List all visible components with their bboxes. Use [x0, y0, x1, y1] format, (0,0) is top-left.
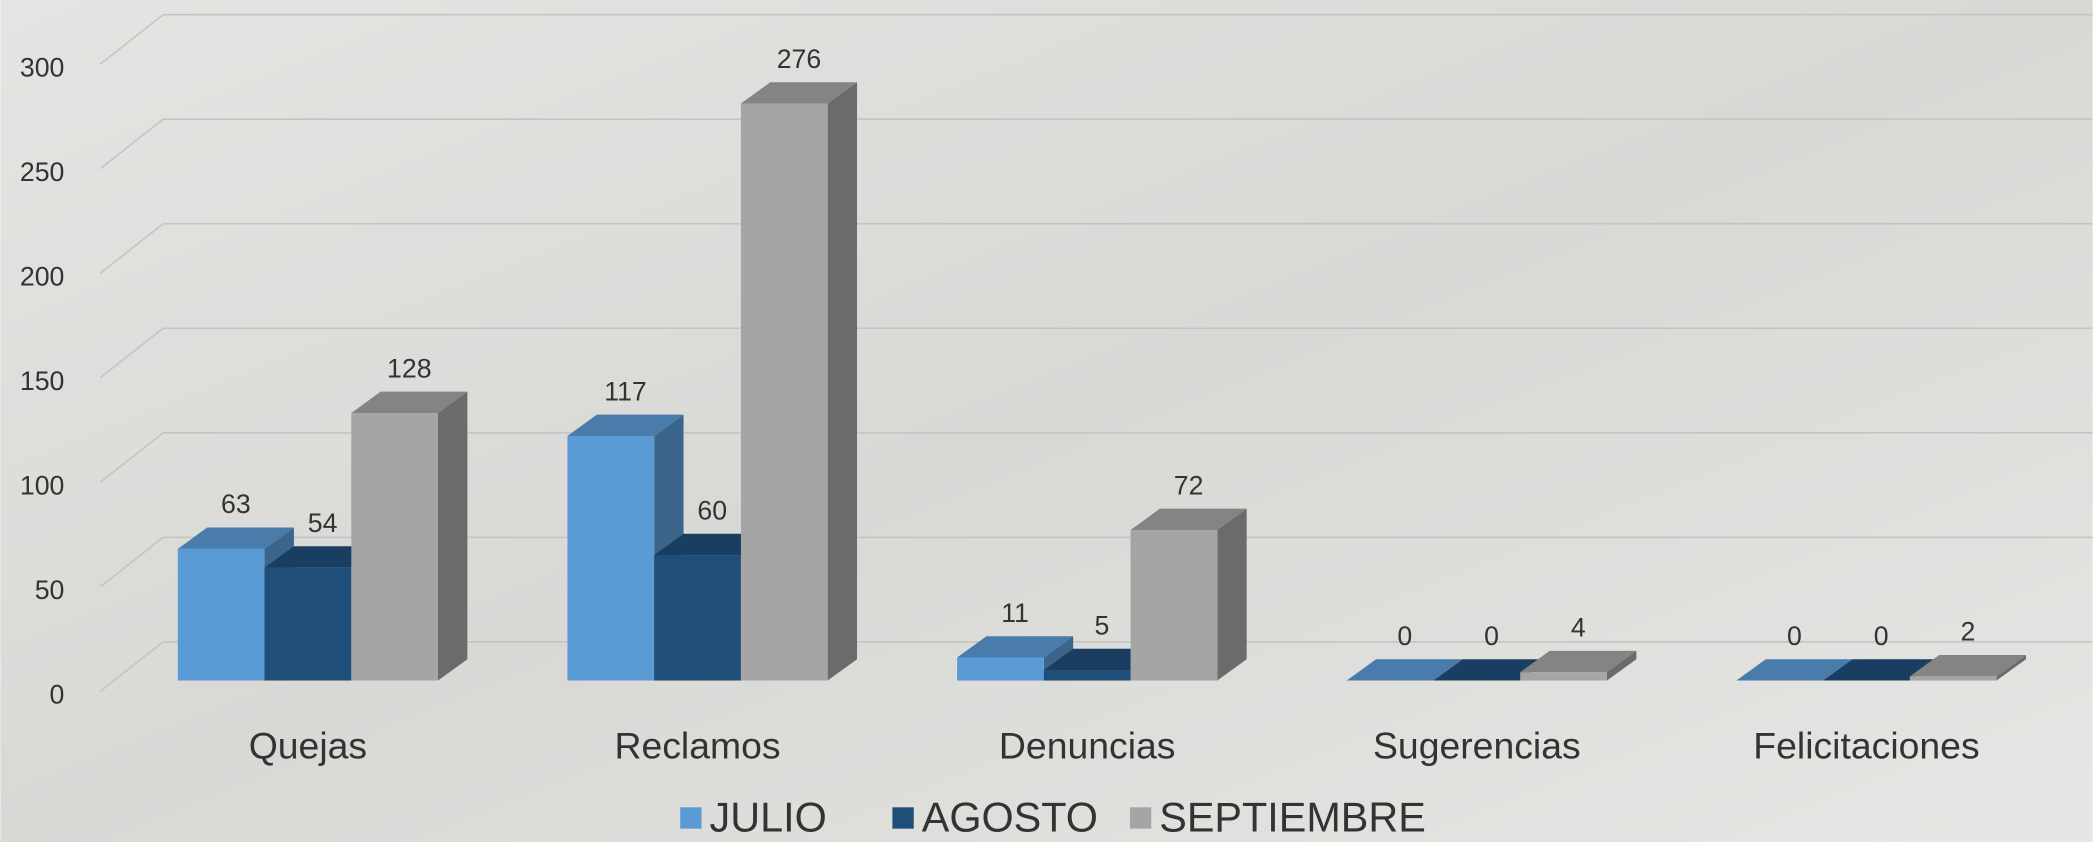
- grid-line: [99, 14, 164, 65]
- legend-swatch: [892, 807, 914, 829]
- grid-line: [99, 118, 164, 170]
- bar-front: [1520, 672, 1607, 681]
- bar-side: [827, 82, 858, 681]
- data-label: 0: [1397, 621, 1412, 651]
- bar: [1909, 655, 2026, 681]
- data-label: 0: [1874, 621, 1889, 651]
- bar-top: [1520, 650, 1637, 673]
- legend: JULIO AGOSTO SEPTIEMBRE: [680, 795, 1426, 841]
- bar-front: [177, 548, 265, 681]
- data-label: 63: [221, 489, 251, 519]
- x-tick-label: Quejas: [249, 724, 367, 766]
- legend-label: SEPTIEMBRE: [1159, 795, 1426, 841]
- bar-top: [1909, 655, 2026, 677]
- data-label: 11: [1001, 598, 1029, 628]
- bar-side: [438, 391, 468, 681]
- y-tick-label: 50: [35, 575, 65, 605]
- bar-top: [1130, 508, 1247, 531]
- bar-side: [1606, 650, 1637, 681]
- bar-front: [1909, 676, 1997, 681]
- bar: [1736, 659, 1853, 681]
- data-label: 0: [1484, 621, 1499, 651]
- grid-line: [99, 327, 164, 379]
- legend-swatch: [680, 807, 702, 829]
- legend-label: JULIO: [710, 795, 827, 841]
- bar-front: [654, 555, 741, 681]
- grid-line: [99, 641, 164, 692]
- data-label: 276: [777, 44, 822, 74]
- legend-label: AGOSTO: [922, 795, 1098, 841]
- bar: [351, 391, 468, 681]
- bar-front: [264, 567, 352, 681]
- x-tick-label: Reclamos: [615, 724, 781, 766]
- bar: [740, 82, 858, 681]
- bar-side: [1996, 655, 2026, 681]
- bar-front: [351, 412, 439, 681]
- bar-top: [1736, 659, 1853, 681]
- bar-top: [740, 82, 858, 104]
- bar-front: [1130, 530, 1218, 681]
- data-label: 128: [387, 353, 432, 383]
- bar-top: [351, 391, 468, 413]
- bar-top: [1823, 659, 1940, 681]
- grid-line: [99, 432, 164, 483]
- bar-top: [1346, 659, 1463, 681]
- x-tick-label: Felicitaciones: [1753, 724, 1979, 766]
- data-label: 0: [1787, 621, 1802, 651]
- grid-line: [99, 536, 164, 588]
- data-label: 54: [308, 508, 338, 538]
- bar-front: [957, 657, 1044, 681]
- bar-side: [1217, 508, 1247, 681]
- grid-line: [99, 223, 164, 274]
- y-tick-label: 100: [20, 471, 65, 501]
- data-label: 117: [604, 376, 647, 406]
- legend-swatch: [1129, 807, 1152, 829]
- bar-front: [740, 103, 828, 681]
- bar: [1130, 508, 1247, 681]
- x-tick-label: Denuncias: [999, 724, 1176, 766]
- data-label: 5: [1094, 610, 1109, 640]
- x-tick-label: Sugerencias: [1373, 724, 1581, 766]
- y-tick-label: 200: [20, 261, 65, 291]
- bar: [1346, 659, 1463, 681]
- bar-top: [177, 527, 294, 549]
- bar-top: [567, 414, 684, 436]
- y-tick-label: 150: [20, 366, 65, 396]
- bar-front: [1043, 670, 1131, 681]
- bar: [1823, 659, 1940, 681]
- y-tick-label: 300: [20, 52, 65, 82]
- y-tick-label: 0: [50, 680, 65, 710]
- data-label: 4: [1571, 613, 1586, 643]
- data-label: 72: [1174, 470, 1204, 500]
- bar: [1520, 650, 1637, 681]
- bar-top: [957, 636, 1074, 658]
- data-label: 2: [1960, 617, 1975, 647]
- data-label: 60: [697, 495, 727, 525]
- bar: [957, 636, 1074, 681]
- y-tick-label: 250: [20, 157, 65, 187]
- bar-front: [567, 435, 655, 681]
